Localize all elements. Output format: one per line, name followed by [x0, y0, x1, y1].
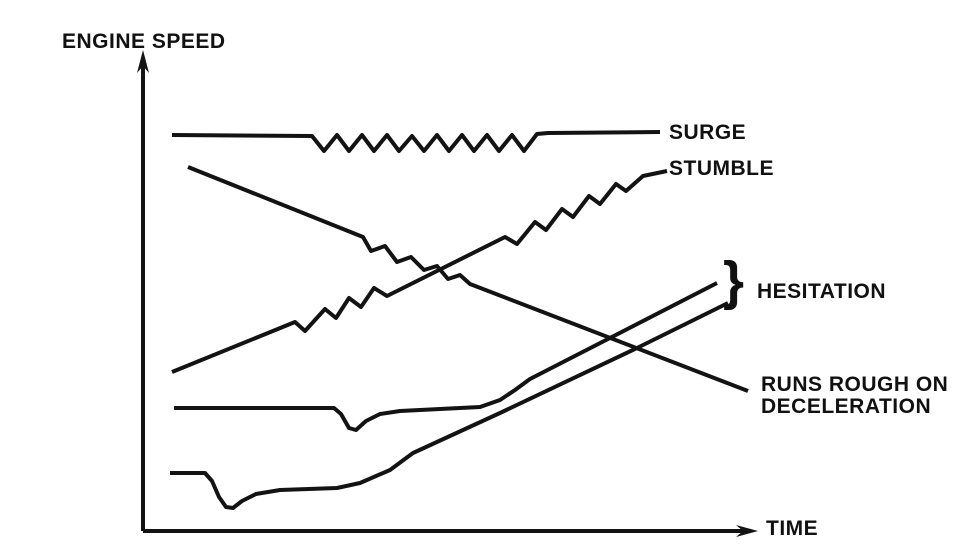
hesitation-brace: }	[723, 251, 745, 311]
y-axis-label: ENGINE SPEED	[62, 30, 226, 53]
curve-hesitation-lower	[170, 301, 729, 510]
curve-label-runs-rough-line1: RUNS ROUGH ON	[761, 373, 949, 396]
curve-surge	[171, 130, 661, 153]
curve-runs-rough-on-deceleration	[187, 165, 749, 393]
curve-hesitation-upper	[174, 281, 718, 432]
curve-stumble	[171, 169, 668, 374]
x-axis-arrowhead	[736, 525, 758, 537]
curve-label-hesitation: HESITATION	[757, 280, 887, 303]
axes	[137, 50, 758, 537]
curve-label-surge: SURGE	[669, 121, 747, 144]
curve-label-runs-rough-line2: DECELERATION	[761, 395, 932, 418]
curve-label-runs-rough-on-deceleration: RUNS ROUGH ON DECELERATION	[761, 374, 948, 418]
curves	[170, 130, 749, 510]
x-axis-label: TIME	[766, 517, 819, 540]
y-axis-arrowhead	[137, 50, 149, 73]
curve-label-stumble: STUMBLE	[669, 157, 774, 180]
